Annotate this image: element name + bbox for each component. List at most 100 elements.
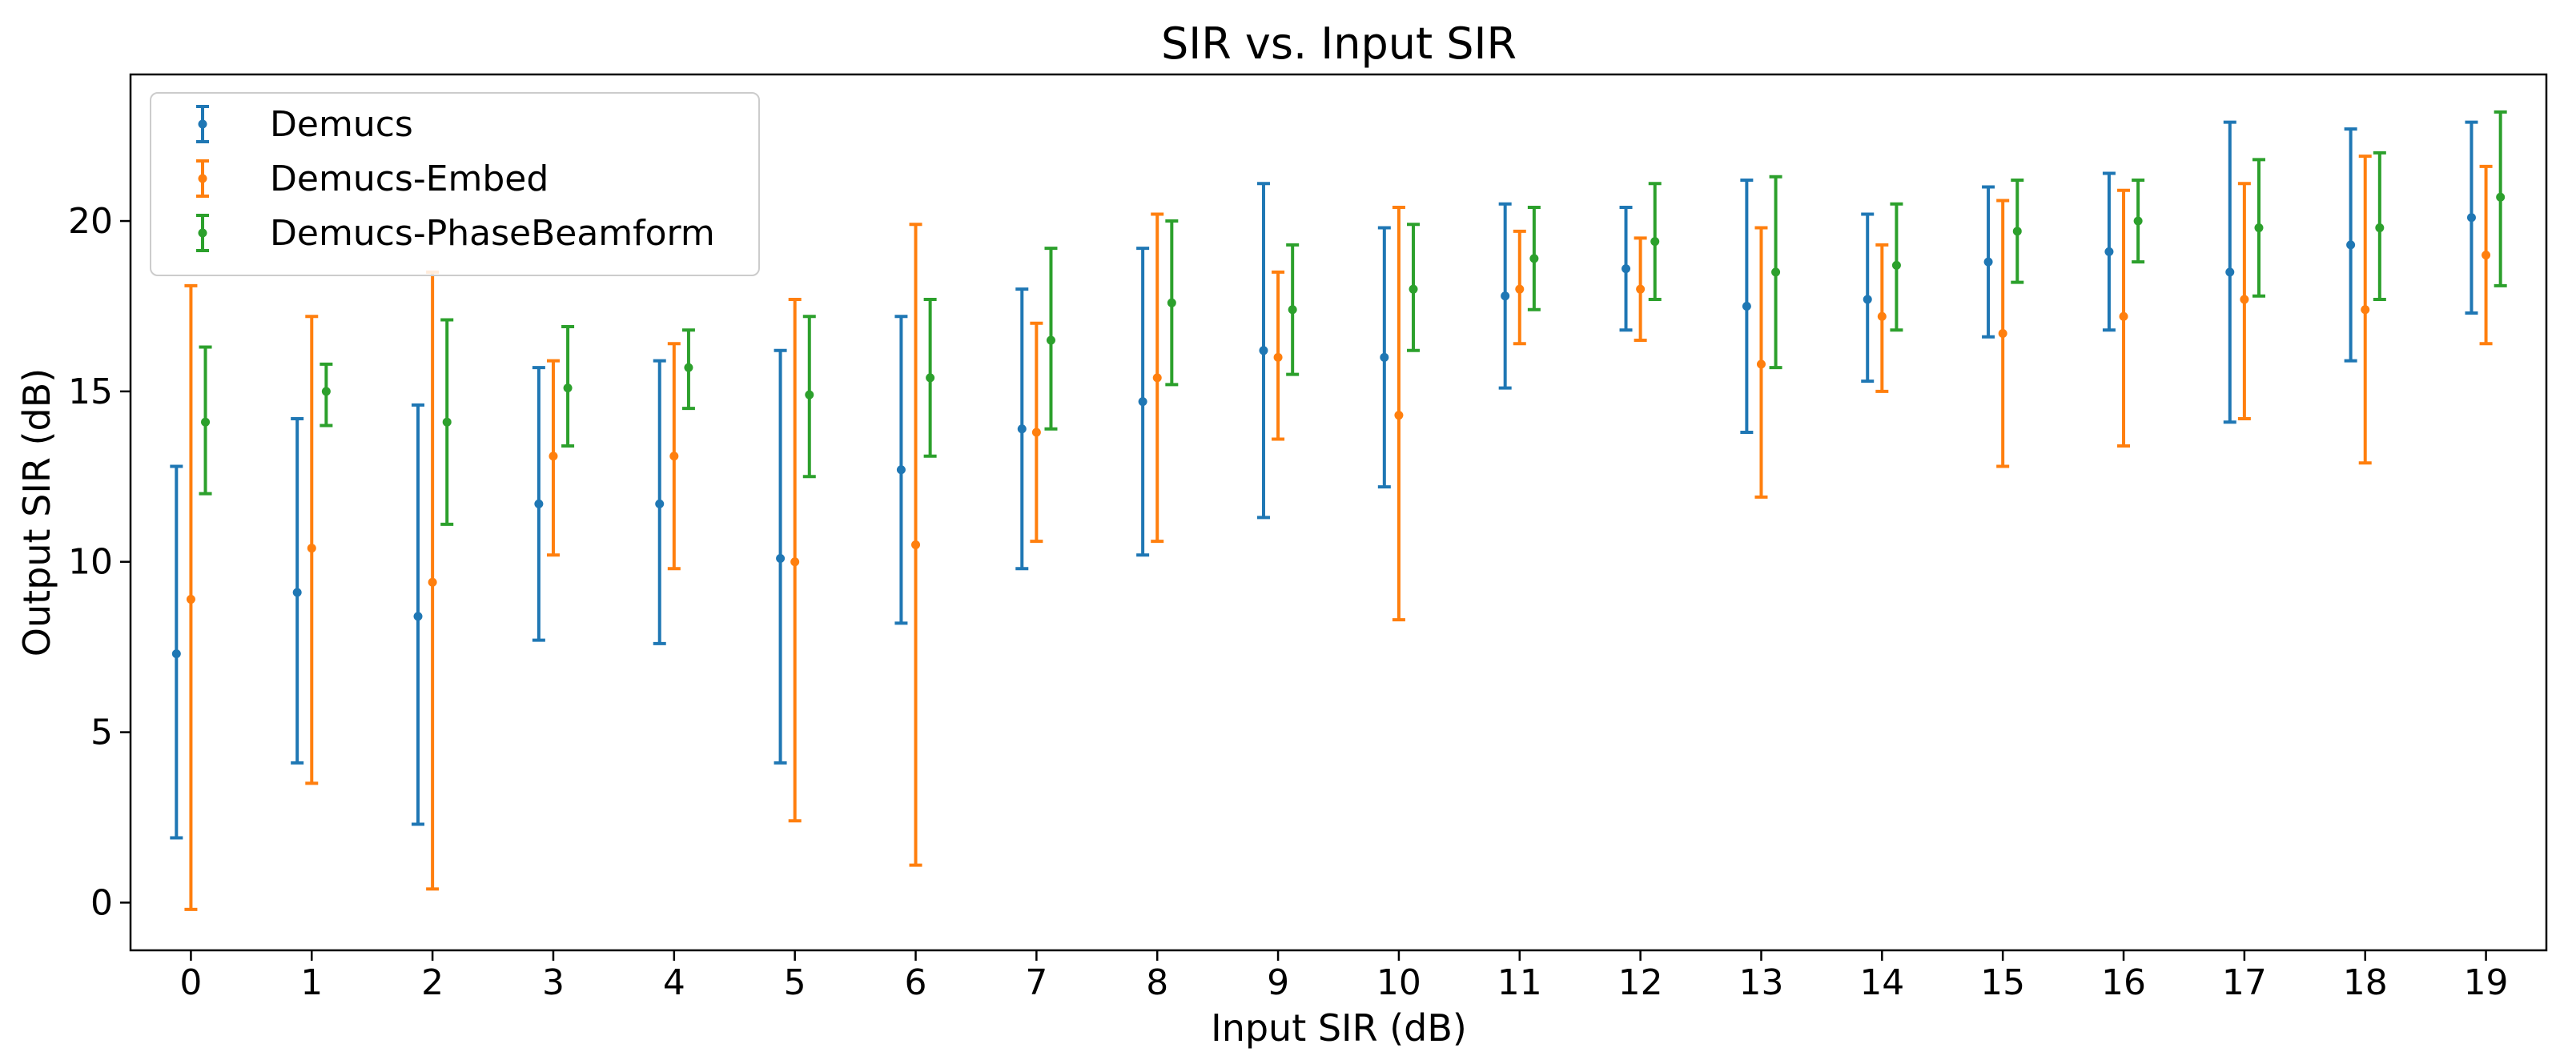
series-0 [170,120,2478,840]
data-point [2375,223,2385,233]
x-tick-label: 3 [542,962,565,1003]
x-tick-label: 8 [1146,962,1168,1003]
data-point [790,557,800,567]
data-point [1380,352,1389,362]
y-tick-label: 0 [90,882,113,923]
y-tick-label: 10 [68,542,113,583]
legend-label: Demucs-PhaseBeamform [270,213,715,254]
data-point [171,649,181,659]
data-point [1031,428,1041,437]
legend-entry: Demucs-Embed [196,159,549,199]
y-tick-label: 20 [68,201,113,242]
series-2 [199,110,2507,526]
legend-entry: Demucs [196,104,413,145]
data-point [1017,424,1027,434]
data-point [911,540,921,549]
legend-entry: Demucs-PhaseBeamform [196,213,715,254]
data-point [534,499,544,508]
data-point [1529,254,1539,263]
data-point [1771,267,1781,277]
data-point [413,612,423,621]
data-point [2346,240,2356,250]
x-tick-label: 1 [300,962,323,1003]
data-point [549,452,558,461]
data-point [2496,192,2506,202]
legend-label: Demucs-Embed [270,159,549,199]
legend: Demucs Demucs-Embed Demucs-PhaseBeamform [150,92,760,276]
axes-frame [129,73,2548,952]
data-point [2482,251,2491,260]
data-point [428,577,437,587]
data-point [1636,284,1646,294]
data-point [2240,295,2249,304]
data-point [1259,346,1268,355]
x-tick-label: 4 [663,962,685,1003]
legend-box [150,92,760,276]
data-point [1756,359,1766,369]
plot-area [170,110,2507,911]
x-tick-label: 12 [1618,962,1663,1003]
x-tick-label: 14 [1859,962,1904,1003]
legend-marker [198,119,207,129]
data-point [684,363,693,372]
data-point [2225,267,2235,277]
x-tick-label: 19 [2464,962,2509,1003]
y-axis-label: Output SIR (dB) [15,368,58,656]
data-point [201,417,211,427]
chart-title: SIR vs. Input SIR [1161,18,1517,69]
data-point [1622,264,1631,274]
data-point [1273,352,1283,362]
data-point [563,383,573,393]
x-tick-label: 10 [1376,962,1421,1003]
y-tick-label: 5 [90,713,113,753]
data-point [1983,257,1993,267]
data-point [655,499,665,508]
legend-marker [198,228,207,238]
x-axis: 0 1 2 3 4 5 6 7 8 9 10 11 12 13 14 15 16 17 18 19 [179,950,2509,1003]
x-tick-label: 5 [784,962,806,1003]
data-point [1046,335,1055,345]
data-point [805,390,814,400]
y-axis: 0 5 10 15 20 [68,201,131,923]
legend-label: Demucs [270,104,413,145]
data-point [2119,311,2128,321]
data-point [186,595,195,604]
data-point [776,553,786,563]
data-point [1650,237,1660,247]
data-point [926,373,935,383]
data-point [1409,284,1418,294]
x-tick-label: 6 [905,962,927,1003]
data-point [2012,227,2022,236]
data-point [2254,223,2264,233]
x-tick-label: 11 [1497,962,1542,1003]
data-point [1742,301,1751,311]
data-point [1138,397,1147,407]
data-point [1288,305,1297,315]
data-point [2104,247,2114,256]
data-point [1863,295,1872,304]
data-point [1998,329,2007,339]
data-point [1877,311,1887,321]
legend-marker [198,174,207,183]
x-tick-label: 0 [179,962,202,1003]
data-point [1515,284,1525,294]
data-point [2361,305,2370,315]
data-point [669,452,679,461]
x-axis-label: Input SIR (dB) [1211,1006,1467,1050]
data-point [292,588,302,597]
x-tick-label: 16 [2101,962,2146,1003]
data-point [896,465,906,475]
data-point [1891,260,1901,270]
data-point [321,387,331,396]
x-tick-label: 17 [2222,962,2267,1003]
data-point [1501,291,1510,301]
data-point [307,544,316,553]
x-tick-label: 15 [1980,962,2025,1003]
x-tick-label: 7 [1025,962,1047,1003]
series-1 [184,155,2493,911]
x-tick-label: 13 [1738,962,1783,1003]
y-tick-label: 15 [68,371,113,412]
data-point [1152,373,1162,383]
data-point [442,417,452,427]
